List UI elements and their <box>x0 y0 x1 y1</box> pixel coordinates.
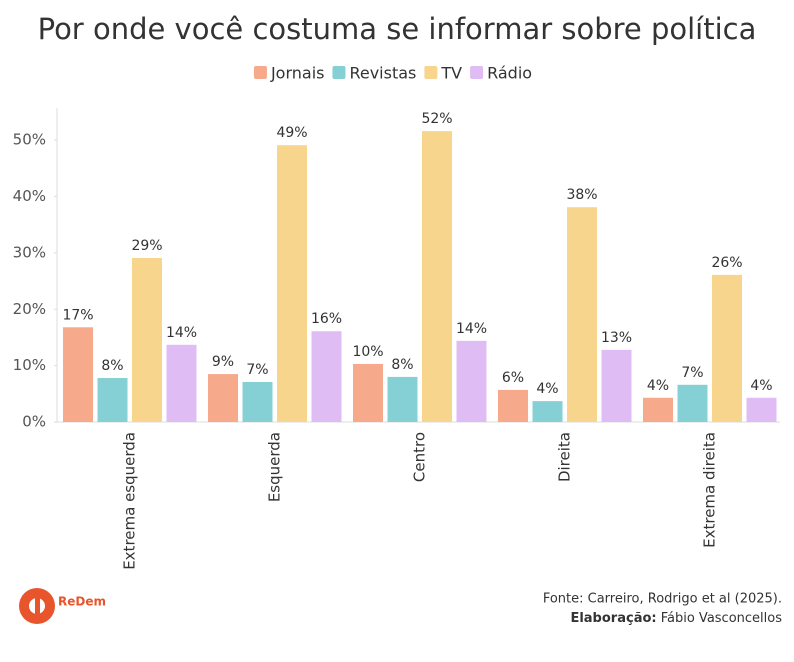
data-label: 49% <box>276 125 307 141</box>
credit: Elaboração: Fábio Vasconcellos <box>570 611 782 626</box>
bar <box>208 374 238 422</box>
bar <box>166 344 197 422</box>
data-label: 7% <box>681 365 703 381</box>
data-label: 4% <box>750 378 772 394</box>
credit-name: Fábio Vasconcellos <box>661 611 782 626</box>
data-label: 4% <box>536 381 558 397</box>
bar <box>311 331 342 422</box>
data-label: 7% <box>246 362 268 378</box>
bar <box>387 376 418 422</box>
data-label: 14% <box>166 325 197 341</box>
data-label: 52% <box>421 111 452 127</box>
bar <box>746 397 777 422</box>
y-tick-label: 50% <box>13 131 46 149</box>
source: Fonte: Carreiro, Rodrigo et al (2025). <box>543 592 782 607</box>
data-label: 8% <box>391 357 413 373</box>
bar <box>456 340 487 422</box>
data-label: 38% <box>566 187 597 203</box>
legend-swatch <box>332 66 346 79</box>
bar <box>63 327 93 422</box>
legend-swatch <box>470 66 484 79</box>
legend-label: Rádio <box>487 64 532 83</box>
logo-text: ReDem <box>58 595 106 609</box>
data-label: 13% <box>601 330 632 346</box>
x-tick-label: Extrema direita <box>700 432 718 548</box>
legend-label: Jornais <box>270 64 325 83</box>
bar <box>242 381 273 422</box>
bar <box>532 401 563 422</box>
data-label: 29% <box>131 238 162 254</box>
x-tick-label: Extrema esquerda <box>120 432 138 570</box>
y-tick-label: 0% <box>22 413 46 431</box>
x-tick-label: Direita <box>555 432 573 482</box>
y-tick-label: 10% <box>13 356 46 374</box>
y-tick-label: 40% <box>13 187 46 205</box>
bar <box>277 145 307 422</box>
data-label: 6% <box>502 370 524 386</box>
bar <box>601 349 632 422</box>
data-label: 4% <box>647 378 669 394</box>
legend-swatch <box>424 66 438 79</box>
y-tick-label: 20% <box>13 300 46 318</box>
data-label: 9% <box>212 354 234 370</box>
bar <box>567 207 597 422</box>
legend: Jornais Revistas TV Rádio <box>253 64 532 83</box>
legend-swatch <box>253 66 267 79</box>
data-label: 10% <box>352 344 383 360</box>
bar <box>498 389 528 422</box>
bar <box>353 363 383 422</box>
bar <box>712 274 742 422</box>
legend-label: Revistas <box>349 64 416 83</box>
bar <box>97 378 128 422</box>
bar <box>422 131 452 423</box>
data-label: 16% <box>311 311 342 327</box>
credit-label: Elaboração: <box>570 611 656 626</box>
x-tick-label: Centro <box>410 432 428 482</box>
y-tick-label: 30% <box>13 243 46 261</box>
data-label: 26% <box>711 255 742 271</box>
logo: ReDem <box>19 588 106 624</box>
bar <box>643 397 673 422</box>
data-label: 17% <box>62 307 93 323</box>
data-label: 8% <box>101 358 123 374</box>
x-tick-label: Esquerda <box>265 432 283 502</box>
bar <box>132 257 162 422</box>
bar <box>677 384 708 422</box>
chart-title: Por onde você costuma se informar sobre … <box>38 12 757 46</box>
data-label: 14% <box>456 321 487 337</box>
legend-label: TV <box>440 64 462 83</box>
